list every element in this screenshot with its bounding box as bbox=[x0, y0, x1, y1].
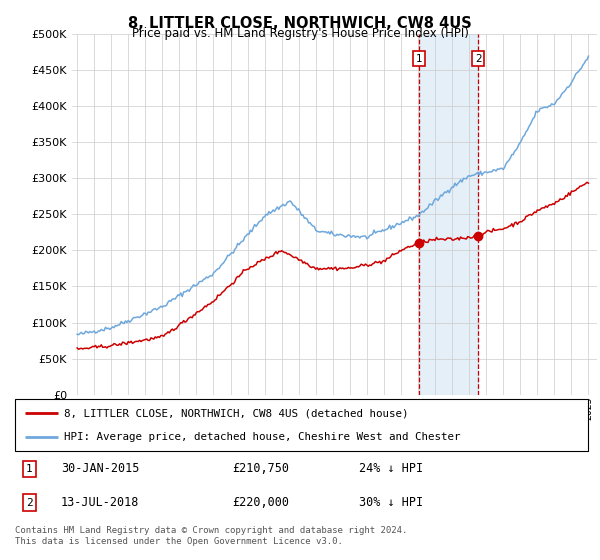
Text: 8, LITTLER CLOSE, NORTHWICH, CW8 4US: 8, LITTLER CLOSE, NORTHWICH, CW8 4US bbox=[128, 16, 472, 31]
Text: Contains HM Land Registry data © Crown copyright and database right 2024.
This d: Contains HM Land Registry data © Crown c… bbox=[15, 526, 407, 546]
Text: 13-JUL-2018: 13-JUL-2018 bbox=[61, 496, 139, 509]
Text: 1: 1 bbox=[26, 464, 33, 474]
Text: 24% ↓ HPI: 24% ↓ HPI bbox=[359, 463, 423, 475]
Bar bbox=[419, 34, 478, 395]
Text: 1: 1 bbox=[416, 54, 422, 64]
FancyBboxPatch shape bbox=[15, 399, 588, 451]
Text: £220,000: £220,000 bbox=[233, 496, 290, 509]
Text: 30-JAN-2015: 30-JAN-2015 bbox=[61, 463, 139, 475]
Text: 2: 2 bbox=[475, 54, 482, 64]
Text: £210,750: £210,750 bbox=[233, 463, 290, 475]
Text: HPI: Average price, detached house, Cheshire West and Chester: HPI: Average price, detached house, Ches… bbox=[64, 432, 460, 442]
Text: 2: 2 bbox=[26, 498, 33, 507]
Text: 30% ↓ HPI: 30% ↓ HPI bbox=[359, 496, 423, 509]
Text: Price paid vs. HM Land Registry's House Price Index (HPI): Price paid vs. HM Land Registry's House … bbox=[131, 27, 469, 40]
Text: 8, LITTLER CLOSE, NORTHWICH, CW8 4US (detached house): 8, LITTLER CLOSE, NORTHWICH, CW8 4US (de… bbox=[64, 408, 408, 418]
